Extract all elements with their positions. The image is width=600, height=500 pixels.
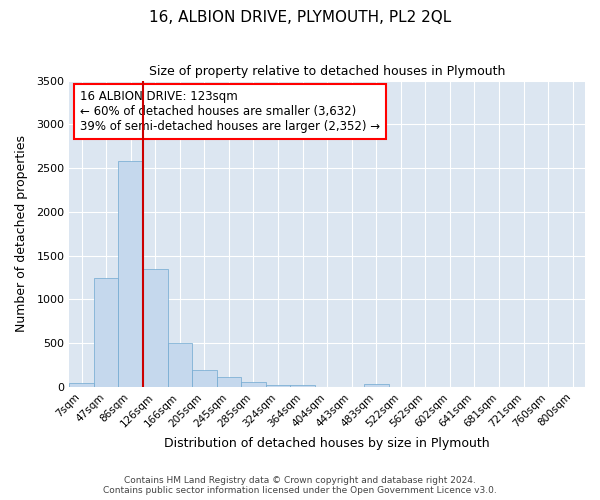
Text: 16, ALBION DRIVE, PLYMOUTH, PL2 2QL: 16, ALBION DRIVE, PLYMOUTH, PL2 2QL <box>149 10 451 25</box>
Title: Size of property relative to detached houses in Plymouth: Size of property relative to detached ho… <box>149 65 505 78</box>
Bar <box>70 382 94 387</box>
Bar <box>217 377 241 387</box>
Bar <box>94 278 118 387</box>
Text: 16 ALBION DRIVE: 123sqm
← 60% of detached houses are smaller (3,632)
39% of semi: 16 ALBION DRIVE: 123sqm ← 60% of detache… <box>80 90 380 132</box>
X-axis label: Distribution of detached houses by size in Plymouth: Distribution of detached houses by size … <box>164 437 490 450</box>
Bar <box>241 382 266 387</box>
Bar <box>143 269 167 387</box>
Bar <box>290 386 315 387</box>
Bar <box>266 385 290 387</box>
Bar <box>167 343 192 387</box>
Y-axis label: Number of detached properties: Number of detached properties <box>15 136 28 332</box>
Bar <box>364 384 389 387</box>
Bar <box>192 370 217 387</box>
Text: Contains HM Land Registry data © Crown copyright and database right 2024.
Contai: Contains HM Land Registry data © Crown c… <box>103 476 497 495</box>
Bar <box>118 161 143 387</box>
